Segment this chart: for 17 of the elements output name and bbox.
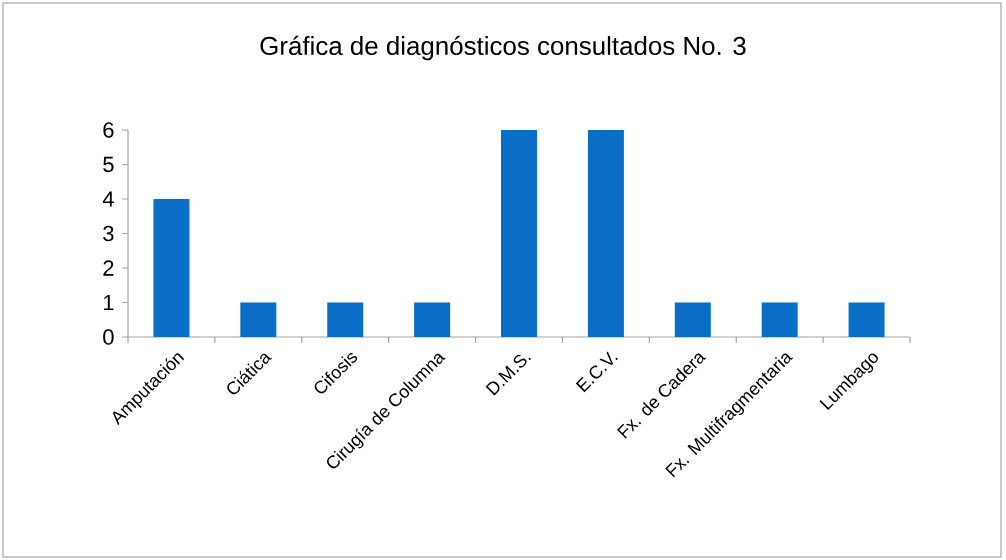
bar <box>501 129 538 337</box>
chart-title: Gráfica de diagnósticos consultados No. 3 <box>260 35 746 61</box>
bar <box>848 302 885 337</box>
y-tick-label: 2 <box>103 260 114 276</box>
y-tick-label: 6 <box>103 122 114 138</box>
bar <box>587 129 624 337</box>
y-tick-label: 0 <box>103 329 114 345</box>
y-tick-label: 4 <box>102 191 114 207</box>
y-tick-label: 3 <box>103 225 114 242</box>
bar <box>674 302 711 337</box>
bar <box>240 302 277 337</box>
bar <box>761 302 798 337</box>
bar <box>414 302 451 337</box>
bar <box>327 302 364 337</box>
y-tick-label: 1 <box>103 294 114 311</box>
bar <box>153 198 190 337</box>
y-tick-label: 5 <box>103 156 114 173</box>
